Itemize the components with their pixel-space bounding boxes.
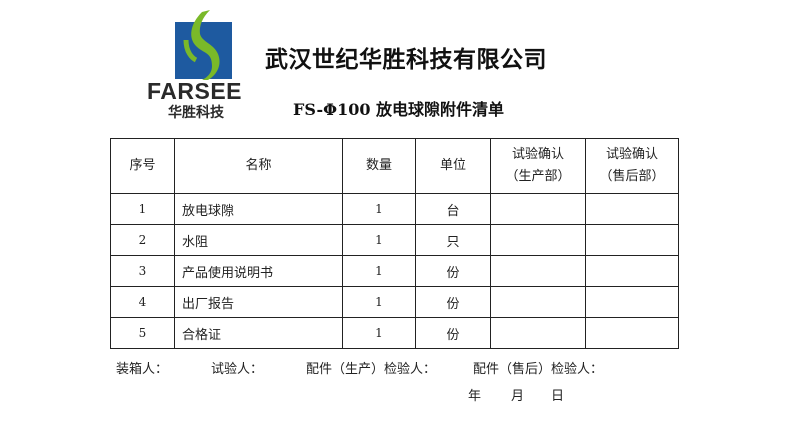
cell-unit: 份 [415,255,491,287]
cell-confirm-prod [490,224,586,256]
table-row: 1 放电球隙 1 台 [110,193,679,225]
table-header: 序号 名称 数量 单位 试验确认 （生产部） 试验确认 （售后部） [110,138,679,194]
cell-confirm-prod [490,255,586,287]
cell-unit: 台 [415,193,491,225]
cell-qty: 1 [342,255,416,287]
cell-qty: 1 [342,317,416,349]
cell-no: 2 [110,224,175,256]
cell-confirm-after [585,193,679,225]
cell-confirm-after [585,255,679,287]
header-line: （售后部） [599,169,665,184]
cell-no: 1 [110,193,175,225]
year-label: 年 [468,389,482,404]
cell-qty: 1 [342,286,416,318]
header-qty: 数量 [342,138,416,194]
table-row: 2 水阻 1 只 [110,224,679,256]
cell-no: 5 [110,317,175,349]
header-line: 试验确认 [605,147,658,162]
document-title: FS-Φ100 放电球隙附件清单 [293,100,505,119]
cell-confirm-after [585,224,679,256]
logo-brand-cn: 华胜科技 [168,105,224,121]
cell-name: 合格证 [174,317,343,349]
header-no: 序号 [110,138,175,194]
header-line: （生产部） [505,169,571,184]
header-name: 名称 [174,138,343,194]
cell-qty: 1 [342,224,416,256]
farsee-logo-icon [175,10,232,80]
cell-confirm-after [585,317,679,349]
header-line: 试验确认 [511,147,564,162]
day-label: 日 [551,389,565,404]
cell-no: 4 [110,286,175,318]
table-row: 5 合格证 1 份 [110,317,679,349]
cell-name: 出厂报告 [174,286,343,318]
cell-unit: 只 [415,224,491,256]
header-confirm-prod: 试验确认 （生产部） [490,138,586,194]
cell-confirm-after [585,286,679,318]
cell-name: 放电球隙 [174,193,343,225]
cell-unit: 份 [415,317,491,349]
company-name: 武汉世纪华胜科技有限公司 [265,47,547,73]
tester-label: 试验人： [211,362,264,377]
cell-unit: 份 [415,286,491,318]
cell-qty: 1 [342,193,416,225]
packer-label: 装箱人： [116,362,169,377]
inspector-after-label: 配件（售后）检验人： [473,362,604,377]
cell-name: 水阻 [174,224,343,256]
header-confirm-after: 试验确认 （售后部） [585,138,679,194]
month-label: 月 [511,389,525,404]
cell-name: 产品使用说明书 [174,255,343,287]
header-unit: 单位 [415,138,491,194]
cell-confirm-prod [490,286,586,318]
cell-confirm-prod [490,317,586,349]
logo-brand: FARSEE [147,78,243,104]
inspector-prod-label: 配件（生产）检验人： [306,362,437,377]
accessory-table: 序号 名称 数量 单位 试验确认 （生产部） 试验确认 （售后部） 1 放电球隙 1 台 … [110,138,679,349]
table-row: 3 产品使用说明书 1 份 [110,255,679,287]
table-row: 4 出厂报告 1 份 [110,286,679,318]
cell-no: 3 [110,255,175,287]
cell-confirm-prod [490,193,586,225]
